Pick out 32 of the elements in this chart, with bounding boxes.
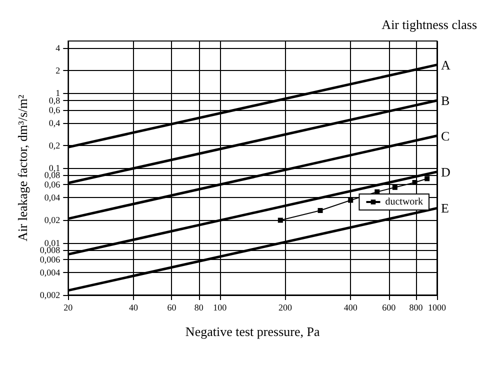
x-axis-title: Negative test pressure, Pa: [185, 324, 320, 339]
y-tick-label: 2: [56, 66, 60, 76]
y-tick-label: 0,01: [44, 238, 60, 248]
legend-label: ductwork: [385, 196, 424, 208]
y-tick-label: 4: [56, 43, 61, 54]
x-tick-label: 1000: [428, 302, 446, 312]
y-tick-label: 0,6: [48, 104, 61, 115]
series-label: E: [441, 200, 449, 216]
x-tick-label: 40: [129, 302, 139, 312]
series-label: A: [441, 57, 451, 72]
x-tick-label: 80: [194, 302, 204, 312]
series-label: B: [441, 92, 450, 108]
x-tick-label: 60: [167, 302, 177, 312]
y-tick-label: 0,004: [40, 268, 61, 278]
x-tick-label: 800: [409, 302, 424, 312]
y-tick-label: 0,006: [40, 254, 61, 264]
y-tick-label: 0,02: [44, 215, 60, 226]
x-tick-label: 20: [64, 302, 74, 312]
y-tick-label: 0,1: [48, 163, 60, 173]
x-tick-label: 100: [213, 302, 228, 312]
y-tick-label: 0,06: [44, 180, 61, 190]
x-tick-label: 400: [344, 302, 358, 312]
y-axis-title: Air leakage factor, dm³/s/m²: [15, 94, 30, 242]
y-tick-label: 0,04: [44, 192, 61, 203]
x-tick-label: 600: [382, 302, 396, 312]
series-label: D: [441, 164, 450, 180]
y-tick-label: 0,4: [48, 118, 61, 128]
y-tick-label: 0,002: [40, 290, 60, 300]
y-tick-label: 0,2: [48, 140, 60, 150]
x-tick-label: 200: [278, 302, 292, 312]
legend-title: Air tightness class: [382, 17, 478, 32]
series-label: C: [441, 128, 450, 144]
